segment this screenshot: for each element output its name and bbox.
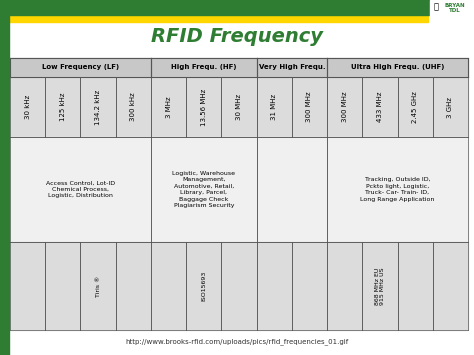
- Bar: [0, 0, 9, 355]
- Bar: [256, 77, 292, 137]
- Text: Very High Frequ.: Very High Frequ.: [258, 65, 325, 71]
- Bar: [327, 242, 362, 330]
- Text: 300 kHz: 300 kHz: [130, 93, 137, 121]
- Bar: [81, 77, 116, 137]
- Text: 30 MHz: 30 MHz: [236, 94, 242, 120]
- Bar: [362, 77, 398, 137]
- Text: BRYAN
TDL: BRYAN TDL: [445, 3, 465, 13]
- Bar: [221, 242, 256, 330]
- Bar: [151, 137, 256, 242]
- Text: Ultra High Frequ. (UHF): Ultra High Frequ. (UHF): [351, 65, 444, 71]
- Text: Logistic, Warehouse
Management,
Automotive, Retail,
Library, Parcel,
Baggage Che: Logistic, Warehouse Management, Automoti…: [172, 171, 235, 208]
- Bar: [256, 242, 292, 330]
- Bar: [45, 77, 81, 137]
- Bar: [292, 77, 327, 137]
- Bar: [45, 242, 81, 330]
- Bar: [292, 242, 327, 330]
- Text: 13.56 MHz: 13.56 MHz: [201, 88, 207, 126]
- Bar: [186, 77, 221, 137]
- Text: http://www.brooks-rfid.com/uploads/pics/rfid_frequencies_01.gif: http://www.brooks-rfid.com/uploads/pics/…: [126, 339, 348, 345]
- Text: 433 MHz: 433 MHz: [377, 92, 383, 122]
- Bar: [327, 77, 362, 137]
- Bar: [151, 58, 256, 77]
- Bar: [327, 58, 468, 77]
- Bar: [398, 77, 433, 137]
- Text: Tracking, Outside ID,
Pckto light, Logistic,
Truck- Car- Train- ID,
Long Range A: Tracking, Outside ID, Pckto light, Logis…: [360, 178, 435, 202]
- Text: 868 MHz EU
915 MHz US: 868 MHz EU 915 MHz US: [374, 267, 385, 305]
- Text: 2.45 GHz: 2.45 GHz: [412, 91, 418, 123]
- Text: 🚜: 🚜: [434, 2, 438, 11]
- Bar: [8, 15, 428, 22]
- Bar: [116, 242, 151, 330]
- Bar: [10, 137, 151, 242]
- Text: 31 MHz: 31 MHz: [271, 94, 277, 120]
- Text: 134.2 kHz: 134.2 kHz: [95, 89, 101, 125]
- Text: ISO15693: ISO15693: [201, 271, 206, 301]
- Text: 3 MHz: 3 MHz: [165, 96, 172, 118]
- Text: High Frequ. (HF): High Frequ. (HF): [171, 65, 237, 71]
- Bar: [398, 242, 433, 330]
- Bar: [256, 137, 327, 242]
- Bar: [433, 242, 468, 330]
- Text: 30 kHz: 30 kHz: [25, 95, 31, 119]
- Bar: [81, 242, 116, 330]
- Bar: [151, 242, 186, 330]
- Bar: [256, 58, 327, 77]
- Bar: [430, 0, 474, 20]
- Bar: [151, 77, 186, 137]
- Bar: [362, 242, 398, 330]
- Bar: [327, 137, 468, 242]
- Bar: [10, 242, 45, 330]
- Text: 3 GHz: 3 GHz: [447, 97, 454, 118]
- Bar: [186, 242, 221, 330]
- Text: Access Control, Lot-ID
Chemical Process,
Logistic, Distribution: Access Control, Lot-ID Chemical Process,…: [46, 181, 115, 198]
- Bar: [10, 77, 45, 137]
- Bar: [116, 77, 151, 137]
- Text: 300 MHz: 300 MHz: [307, 92, 312, 122]
- Bar: [433, 77, 468, 137]
- Bar: [0, 0, 474, 15]
- Text: Tiris ®: Tiris ®: [96, 275, 100, 297]
- Text: 300 MHz: 300 MHz: [342, 92, 348, 122]
- Bar: [221, 77, 256, 137]
- Text: 125 kHz: 125 kHz: [60, 93, 66, 121]
- Bar: [10, 58, 151, 77]
- Text: RFID Frequency: RFID Frequency: [151, 27, 323, 47]
- Text: Low Frequency (LF): Low Frequency (LF): [42, 65, 119, 71]
